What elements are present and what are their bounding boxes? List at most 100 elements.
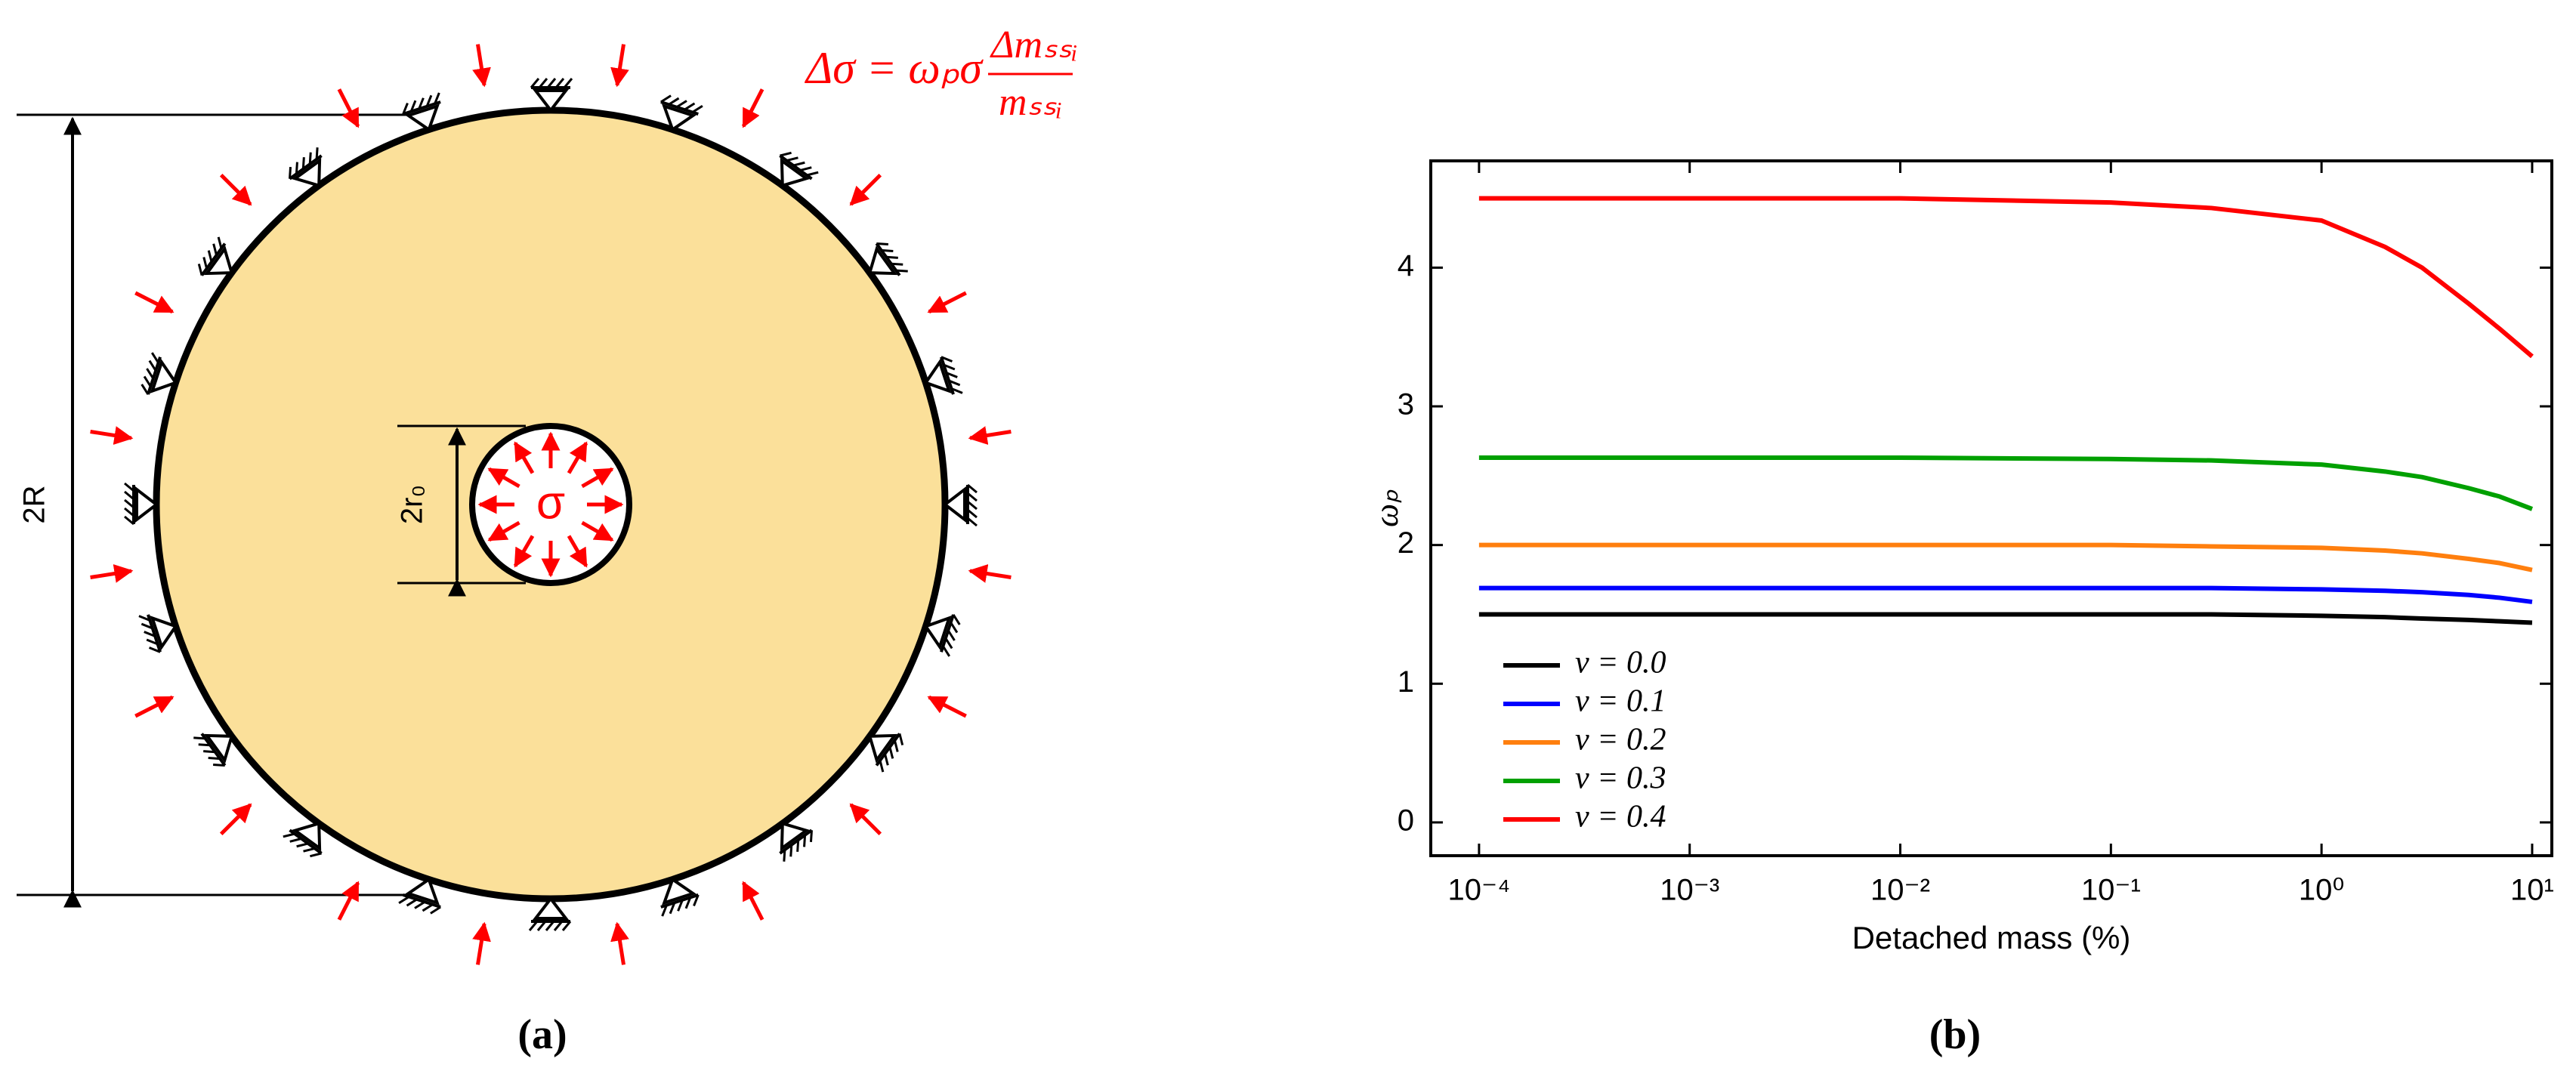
pressure-arrow (567, 535, 588, 568)
support (289, 147, 323, 188)
support (402, 92, 441, 132)
load-arrow (90, 564, 134, 583)
support-hatch (943, 363, 956, 371)
support-triangle (780, 821, 810, 852)
inner-load-label: σ (536, 477, 565, 529)
support-hatch (296, 842, 309, 848)
support-hatch (675, 100, 687, 109)
support-base (200, 733, 227, 767)
support-hatch (944, 637, 953, 650)
support-hatch (146, 638, 159, 646)
support-triangle (532, 896, 570, 920)
support-hatch (941, 356, 953, 363)
support-base (779, 829, 813, 855)
support-hatch (546, 78, 557, 88)
pressure-arrow (581, 520, 614, 542)
support-hatch (792, 161, 805, 167)
support (923, 614, 961, 657)
support-hatch (315, 147, 319, 159)
support (283, 821, 323, 858)
support-hatch (967, 483, 978, 494)
load-arrow (219, 803, 252, 836)
support-hatch (141, 384, 150, 395)
support-base (660, 893, 699, 909)
support-hatch (950, 622, 959, 634)
support-triangle (135, 486, 159, 523)
support (197, 236, 234, 276)
support (398, 877, 441, 915)
legend-label: ν = 0.3 (1575, 761, 1666, 796)
support-triangle (942, 486, 966, 523)
support (779, 821, 813, 862)
support-base (875, 242, 901, 276)
support-hatch (942, 645, 951, 657)
legend-label: ν = 0.0 (1575, 646, 1666, 680)
support-hatch (124, 490, 134, 501)
plot-frame (1429, 159, 2553, 857)
support-hatch (144, 631, 156, 637)
x-tick-label: 10⁻² (1870, 874, 1930, 907)
support-hatch (217, 236, 223, 249)
support-triangle (867, 245, 898, 276)
support (138, 614, 178, 653)
equation-lhs: Δσ = ωₚσ (805, 43, 984, 93)
support-hatch (422, 903, 434, 912)
support (867, 242, 908, 276)
support-hatch (308, 152, 312, 165)
support-hatch (967, 500, 978, 511)
support-hatch (193, 736, 205, 740)
pressure-arrow (581, 467, 614, 489)
support-triangle (662, 877, 697, 906)
equation-numerator: Δmₛₛᵢ (990, 23, 1078, 66)
support-triangle (292, 821, 322, 852)
support-hatch (896, 269, 908, 273)
support-hatch (124, 507, 134, 517)
support-hatch (425, 94, 433, 107)
support-base (940, 614, 955, 653)
support-hatch (561, 921, 572, 931)
y-tick-label: 3 (1398, 388, 1414, 421)
support-base (779, 154, 813, 181)
legend-label: ν = 0.4 (1575, 800, 1666, 835)
support-hatch (197, 264, 203, 276)
support-hatch (891, 262, 903, 266)
x-tick-label: 10⁰ (2299, 874, 2345, 907)
support (660, 877, 700, 917)
x-tick-label: 10⁻⁴ (1447, 874, 1510, 907)
support (530, 78, 573, 113)
inner-circle (469, 423, 632, 586)
x-tick-label: 10⁻¹ (2081, 874, 2141, 907)
support-hatch (289, 838, 302, 843)
support-hatch (538, 78, 548, 88)
support-hatch (406, 898, 418, 907)
support-hatch (124, 482, 134, 492)
support (193, 733, 234, 767)
support-triangle (150, 616, 178, 650)
support-hatch (202, 257, 208, 270)
load-arrow (968, 564, 1012, 583)
support-base (147, 614, 162, 653)
pressure-arrow (513, 441, 535, 474)
support-base (940, 356, 955, 395)
support-hatch (553, 921, 564, 931)
support-hatch (809, 830, 813, 842)
equation-denominator: mₛₛᵢ (999, 81, 1063, 124)
support-hatch (124, 498, 134, 509)
support-triangle (150, 359, 178, 393)
caption: (a) (517, 1011, 567, 1058)
support-hatch (295, 162, 298, 174)
series-line (1478, 585, 2533, 604)
support-hatch (693, 894, 700, 907)
support-hatch (947, 629, 956, 641)
legend-label: ν = 0.2 (1575, 723, 1666, 758)
support-hatch (212, 243, 218, 256)
support-base (660, 100, 699, 116)
support-triangle (923, 359, 952, 393)
support-hatch (414, 900, 426, 909)
pressure-arrow (513, 535, 535, 568)
support-hatch (207, 250, 213, 263)
load-arrow (741, 88, 764, 128)
x-tick-label: 10¹ (2510, 874, 2554, 907)
support-hatch (661, 904, 668, 917)
support-hatch (780, 151, 792, 157)
